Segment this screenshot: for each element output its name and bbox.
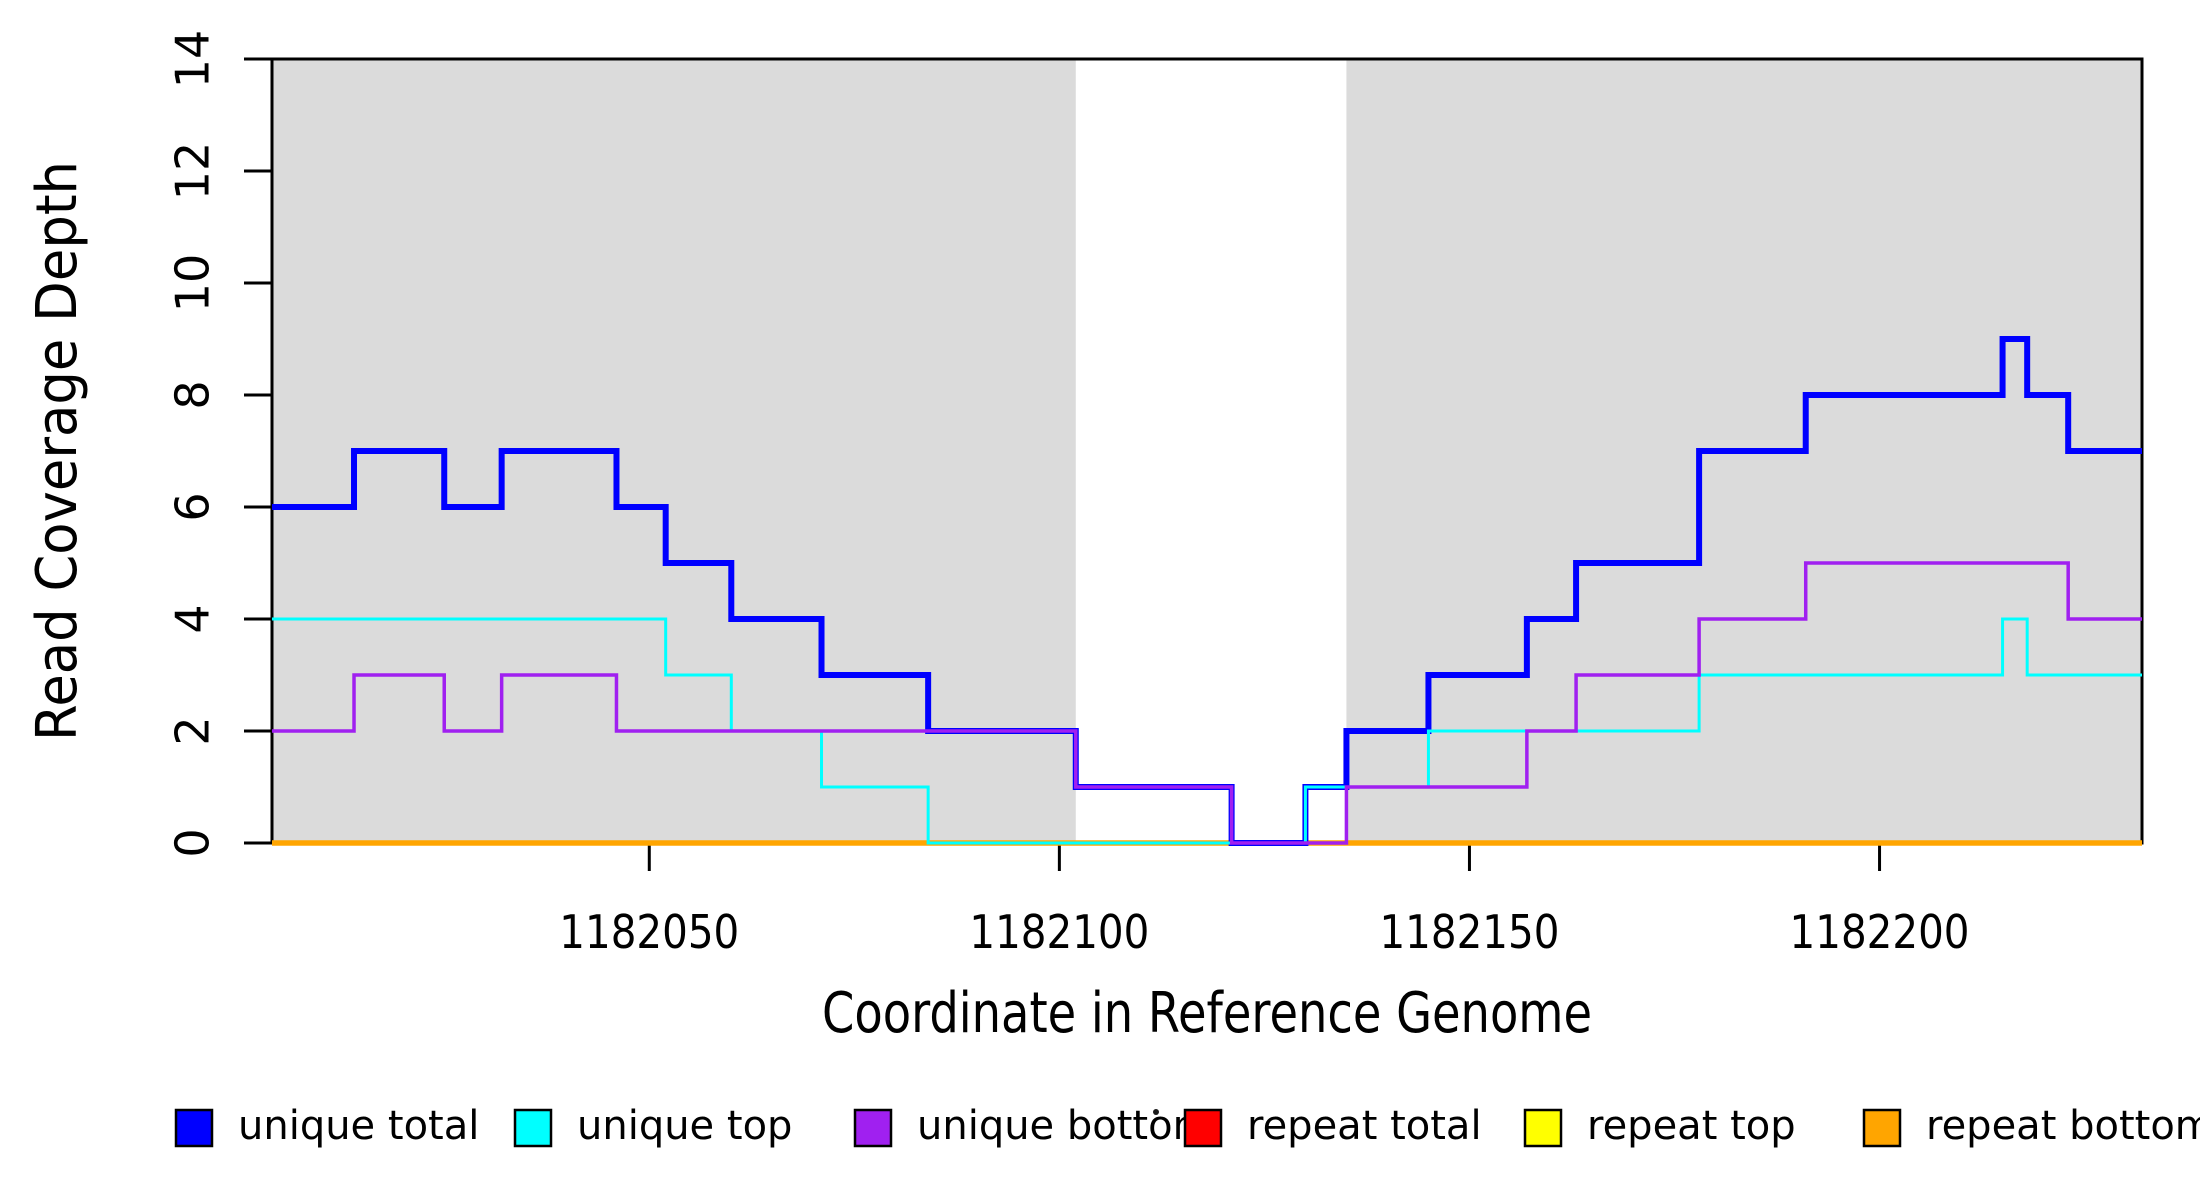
legend-swatch-repeat-top [1523, 1108, 1563, 1148]
legend-swatch-unique-top [513, 1108, 553, 1148]
y-tick-label: 4 [166, 604, 220, 633]
legend-swatch-unique-bottom [853, 1108, 893, 1148]
x-tick-label: 1182100 [969, 905, 1149, 959]
y-tick-label: 6 [166, 492, 220, 521]
x-tick-label: 1182050 [559, 905, 739, 959]
y-tick-label: 14 [166, 30, 220, 89]
x-axis-title: Coordinate in Reference Genome [822, 981, 1592, 1046]
legend-swatch-unique-total [174, 1108, 214, 1148]
legend-label-repeat-bottom: repeat bottom [1926, 1103, 2200, 1149]
legend-label-unique-top: unique top [577, 1103, 792, 1149]
series-unique-bottom-line [272, 561, 2142, 845]
legend-label-unique-total: unique total [238, 1103, 479, 1149]
y-tick-label: 12 [166, 142, 220, 201]
y-tick-label: 2 [166, 716, 220, 745]
x-tick-label: 1182150 [1379, 905, 1559, 959]
legend-label-repeat-total: repeat total [1247, 1103, 1482, 1149]
y-axis-title: Read Coverage Depth [25, 161, 90, 741]
y-tick-label: 8 [166, 380, 220, 409]
legend-swatch-repeat-total [1183, 1108, 1223, 1148]
stray-dot [1153, 1109, 1159, 1115]
legend-label-unique-bottom: unique bottom [917, 1103, 1212, 1149]
legend-label-repeat-top: repeat top [1587, 1103, 1796, 1149]
legend-swatch-repeat-bottom [1862, 1108, 1902, 1148]
y-tick-label: 10 [166, 254, 220, 313]
series-unique-top-line [272, 617, 2142, 845]
x-tick-label: 1182200 [1790, 905, 1970, 959]
y-tick-label: 0 [166, 828, 220, 857]
